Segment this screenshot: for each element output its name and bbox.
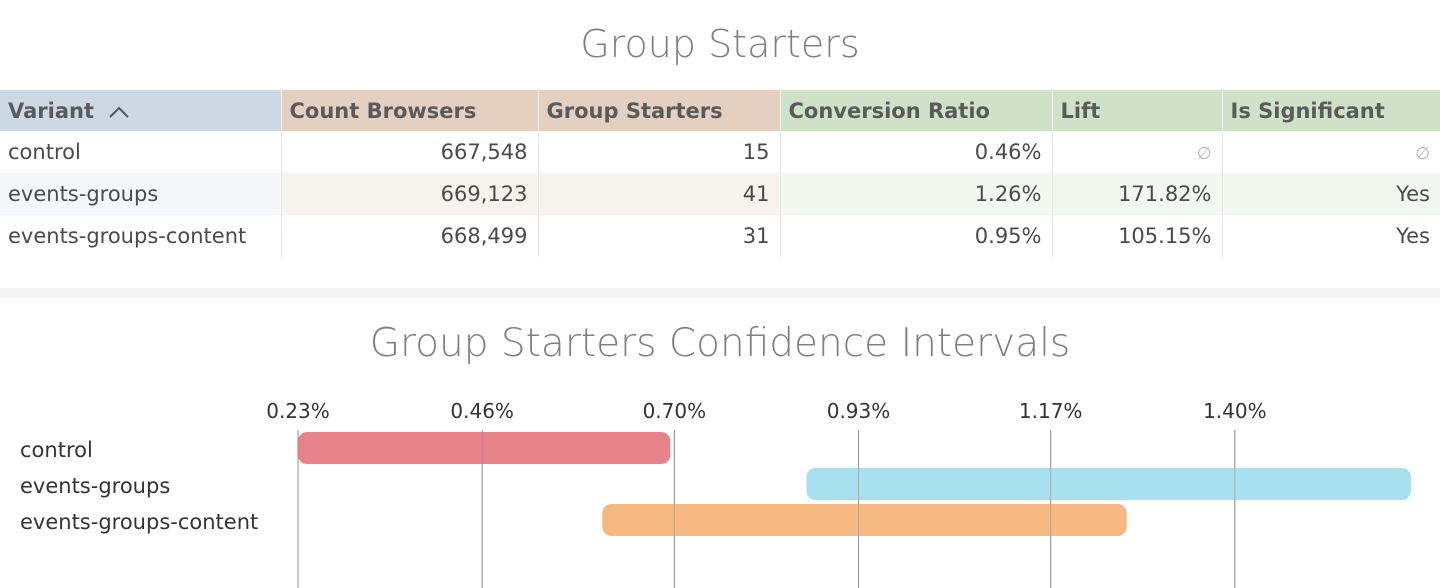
table-row: events-groups-content 668,499 31 0.95% 105.1… bbox=[0, 215, 1440, 257]
header-count-browsers[interactable]: Count Browsers bbox=[281, 90, 539, 131]
header-group-starters[interactable]: Group Starters bbox=[538, 90, 781, 131]
interval-bar-control[interactable] bbox=[298, 432, 671, 464]
category-label: events-groups bbox=[20, 474, 170, 498]
cell-lift: 171.82% bbox=[1052, 173, 1223, 215]
chart-title: Group Starters Confidence Intervals bbox=[369, 321, 1071, 366]
header-is-significant[interactable]: Is Significant bbox=[1222, 90, 1440, 131]
cell-is-significant: Yes bbox=[1396, 224, 1430, 248]
header-variant-label: Variant bbox=[8, 98, 94, 123]
header-conversion-ratio[interactable]: Conversion Ratio bbox=[780, 90, 1053, 131]
table-row: events-groups 669,123 41 1.26% 171.82% Yes bbox=[0, 173, 1440, 215]
cell-lift: ∅ bbox=[1052, 131, 1223, 173]
chevron-up-icon[interactable] bbox=[107, 104, 131, 120]
table-row: control 667,548 15 0.46% ∅ ∅ bbox=[0, 131, 1440, 173]
cell-conversion-ratio: 0.46% bbox=[780, 131, 1053, 173]
cell-count-browsers: 667,548 bbox=[281, 131, 539, 173]
cell-count-browsers: 669,123 bbox=[281, 173, 539, 215]
empty-set-icon: ∅ bbox=[1415, 144, 1430, 164]
header-lift[interactable]: Lift bbox=[1052, 90, 1223, 131]
cell-variant: events-groups bbox=[0, 173, 282, 215]
cell-conversion-ratio: 1.26% bbox=[780, 173, 1053, 215]
cell-count-browsers: 668,499 bbox=[281, 215, 539, 257]
cell-group-starters: 31 bbox=[538, 215, 781, 257]
header-variant[interactable]: Variant bbox=[0, 90, 282, 131]
interval-bar-events-groups[interactable] bbox=[806, 468, 1411, 500]
cell-conversion-ratio: 0.95% bbox=[780, 215, 1053, 257]
cell-variant: events-groups-content bbox=[0, 215, 282, 257]
table-title: Group Starters bbox=[580, 22, 860, 66]
category-label: control bbox=[20, 438, 93, 462]
cell-group-starters: 41 bbox=[538, 173, 781, 215]
x-tick-label: 0.23% bbox=[266, 399, 330, 423]
empty-set-icon: ∅ bbox=[1196, 144, 1212, 164]
cell-is-significant: ∅ bbox=[1222, 131, 1440, 173]
x-tick-label: 0.93% bbox=[827, 399, 891, 423]
x-tick-label: 1.17% bbox=[1019, 399, 1083, 423]
cell-lift: 105.15% bbox=[1052, 215, 1223, 257]
x-tick-label: 1.40% bbox=[1203, 399, 1267, 423]
cell-variant: control bbox=[0, 131, 282, 173]
category-label: events-groups-content bbox=[20, 510, 258, 534]
cell-group-starters: 15 bbox=[538, 131, 781, 173]
interval-bar-events-groups-content[interactable] bbox=[602, 504, 1127, 536]
results-table: Variant Count Browsers Group Starters Co… bbox=[0, 90, 1440, 257]
x-tick-label: 0.46% bbox=[450, 399, 514, 423]
cell-is-significant: Yes bbox=[1222, 173, 1440, 215]
table-header-row: Variant Count Browsers Group Starters Co… bbox=[0, 90, 1440, 131]
x-tick-label: 0.70% bbox=[643, 399, 707, 423]
section-divider bbox=[0, 288, 1440, 298]
